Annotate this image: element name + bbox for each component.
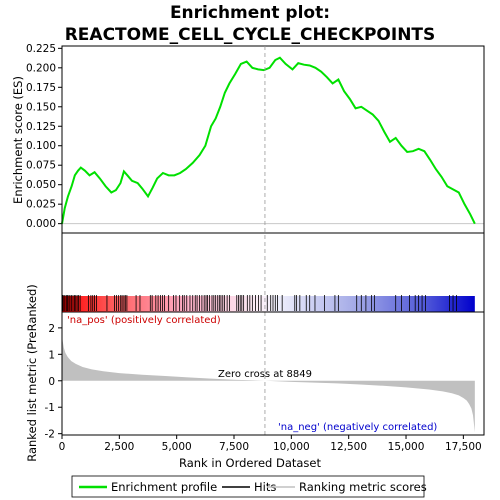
x-tick-label: 0 [59,441,66,453]
ranking-metric-area [62,334,475,433]
legend: Enrichment profile Hits Ranking metric s… [71,475,427,498]
es-ytick-label: 0.150 [26,101,56,113]
rank-ytick-label: 0 [48,376,55,388]
es-ytick-label: 0.025 [26,199,56,211]
rank-ytick-label: -2 [45,429,55,441]
legend-enrichment-label: Enrichment profile [111,480,217,494]
hits-panel [61,232,485,313]
es-ytick-label: 0.125 [26,121,56,133]
x-tick-label: 2,500 [104,441,134,453]
x-tick-label: 17,500 [445,441,482,453]
rank-ytick-label: 1 [48,349,55,361]
chart-title-line2: REACTOME_CELL_CYCLE_CHECKPOINTS [65,25,436,45]
rank-ytick-label: 2 [48,323,55,335]
rank-metric-panel: -2 -1 0 1 2 'na_pos' (positively correlated)… [25,46,485,462]
es-ytick-label: 0.225 [26,43,56,55]
x-tick-label: 12,500 [330,441,367,453]
x-axis: 0 2,500 5,000 7,500 10,000 12,500 15,000 17,500 [59,435,482,453]
x-tick-label: 5,000 [162,441,192,453]
neg-correlated-label: 'na_neg' (negatively correlated) [278,422,437,433]
es-ytick-label: 0.000 [26,218,56,230]
es-ytick-label: 0.100 [26,140,56,152]
x-axis-label: Rank in Ordered Dataset [179,456,322,470]
x-tick-label: 15,000 [388,441,425,453]
es-ytick-label: 0.200 [26,62,56,74]
es-ytick-label: 0.050 [26,179,56,191]
es-ytick-label: 0.075 [26,160,56,172]
es-panel: 0.000 0.025 0.050 0.075 0.100 0.125 0.150 0.175… [11,43,485,234]
legend-hits-label: Hits [254,480,276,494]
x-tick-label: 10,000 [273,441,310,453]
x-tick-label: 7,500 [219,441,249,453]
zero-cross-label: Zero cross at 8849 [218,369,312,380]
pos-correlated-label: 'na_pos' (positively correlated) [67,315,221,326]
es-ytick-label: 0.175 [26,82,56,94]
es-axis-label: Enrichment score (ES) [11,76,25,204]
rank-axis-label: Ranked list metric (PreRanked) [25,284,39,462]
rank-ytick-label: -1 [45,402,55,414]
legend-metric-label: Ranking metric scores [299,480,427,494]
chart-title-line1: Enrichment plot: [170,3,330,23]
enrichment-profile-line [61,56,476,225]
